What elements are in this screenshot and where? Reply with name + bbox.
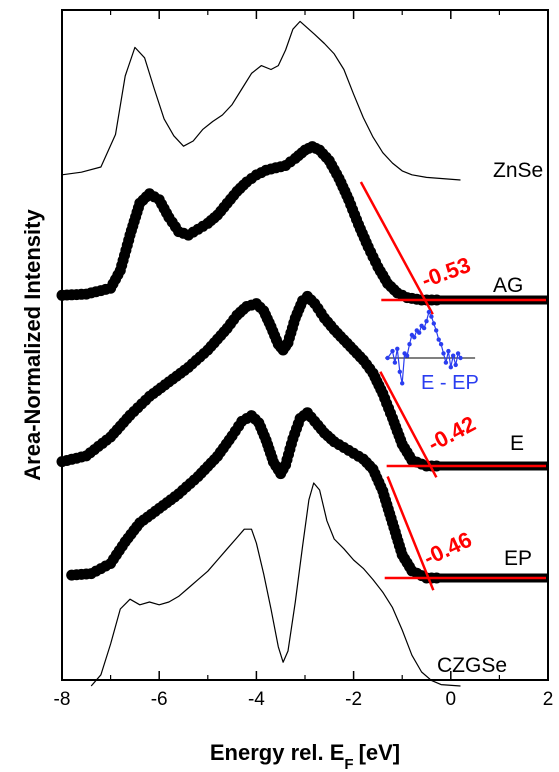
x-axis-title-sub: F — [344, 756, 353, 772]
inset-point — [446, 349, 450, 353]
edge-value-label: -0.53 — [418, 252, 474, 293]
x-tick-label: -4 — [248, 689, 265, 710]
inset-point — [395, 347, 399, 351]
inset-point — [412, 335, 416, 339]
x-tick-label: 2 — [543, 689, 554, 710]
inset-point — [458, 356, 462, 360]
x-axis-title-main: Energy rel. E — [210, 740, 345, 765]
series-label: CZGSe — [437, 654, 507, 677]
series-label: ZnSe — [493, 159, 543, 182]
series-label: EP — [504, 547, 532, 570]
inset-point — [393, 360, 397, 364]
x-tick-label: 0 — [446, 689, 457, 710]
inset-point — [405, 354, 409, 358]
series-label: E — [510, 432, 524, 455]
inset-point — [427, 310, 431, 314]
x-tick-label: -8 — [54, 689, 71, 710]
series-label: AG — [493, 274, 523, 297]
inset-point — [451, 354, 455, 358]
inset-layer: E - EP — [385, 310, 479, 394]
inset-point — [407, 342, 411, 346]
edge-value-label: -0.46 — [420, 527, 476, 571]
inset-point — [398, 370, 402, 374]
series-ag — [57, 141, 549, 305]
inset-point — [437, 337, 441, 341]
inset-point — [417, 331, 421, 335]
inset-point — [434, 328, 438, 332]
series-znse — [62, 21, 461, 180]
inset-point — [432, 321, 436, 325]
y-axis-title: Area-Normalized Intensity — [20, 209, 45, 481]
tick-layer: -8 -6 -4 -2 0 2 — [54, 10, 554, 710]
x-tick-label: -6 — [151, 689, 168, 710]
inset-point — [439, 342, 443, 346]
inset-point — [454, 363, 458, 367]
inset-point — [444, 360, 448, 364]
x-tick-label: -2 — [345, 689, 362, 710]
inset-point — [424, 319, 428, 323]
inset-point — [385, 356, 389, 360]
inset-label: E - EP — [421, 372, 479, 394]
inset-point — [449, 365, 453, 369]
series-layer — [57, 21, 549, 686]
inset-point — [429, 314, 433, 318]
series-line — [62, 21, 461, 180]
inset-point — [390, 349, 394, 353]
inset-point — [400, 381, 404, 385]
edge-value-label: -0.42 — [424, 411, 480, 457]
inset-point — [456, 351, 460, 355]
x-axis-title: Energy rel. EF [eV] — [210, 740, 400, 772]
inset-point — [441, 351, 445, 355]
inset-point — [422, 326, 426, 330]
x-axis-title-unit: [eV] — [359, 740, 401, 765]
